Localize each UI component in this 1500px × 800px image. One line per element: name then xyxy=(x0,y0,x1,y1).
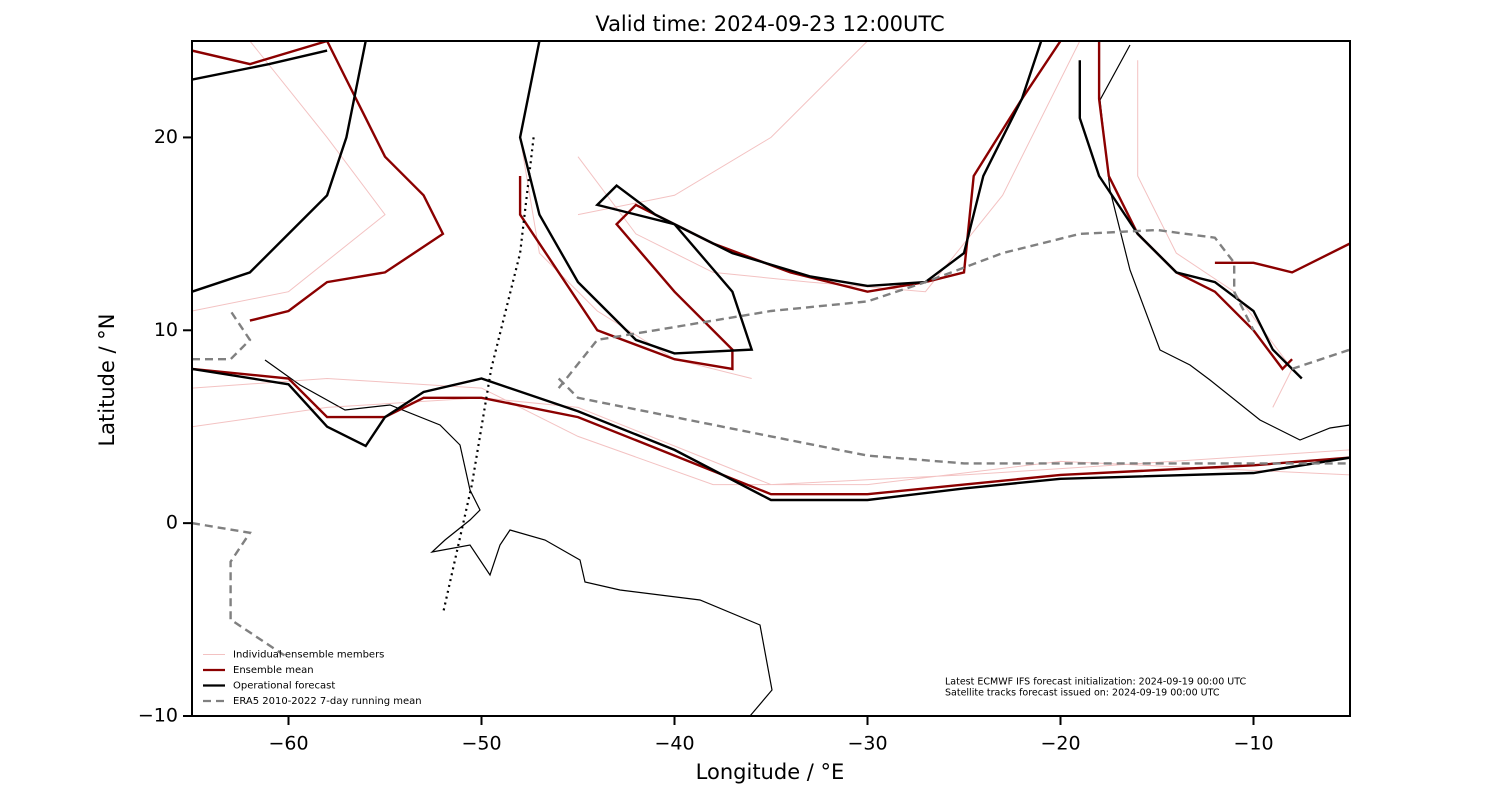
contour-line xyxy=(192,41,1350,486)
legend-label: ERA5 2010-2022 7-day running mean xyxy=(233,696,422,707)
plot-area xyxy=(192,41,1350,660)
legend-label: Ensemble mean xyxy=(233,665,314,676)
x-tick-label: −20 xyxy=(1040,733,1080,755)
chart-title: Valid time: 2024-09-23 12:00UTC xyxy=(595,12,944,36)
y-axis-label: Latitude / °N xyxy=(95,313,119,446)
x-tick-label: −60 xyxy=(268,733,308,755)
plot-frame xyxy=(191,40,1351,717)
annotation: Latest ECMWF IFS forecast initialization… xyxy=(945,677,1246,688)
legend-label: Operational forecast xyxy=(233,681,335,692)
satellite-track xyxy=(441,137,535,615)
contour-line xyxy=(192,41,1350,502)
x-axis-label: Longitude / °E xyxy=(696,760,845,784)
x-tick-label: −50 xyxy=(461,733,501,755)
y-tick-label: 20 xyxy=(154,126,178,148)
x-tick-label: −10 xyxy=(1233,733,1273,755)
legend-label: Individual ensemble members xyxy=(233,650,384,661)
y-tick-label: −10 xyxy=(138,705,178,727)
coast-south-america xyxy=(264,359,773,717)
y-tick-label: 10 xyxy=(154,319,178,341)
x-tick-label: −40 xyxy=(654,733,694,755)
x-tick-label: −30 xyxy=(847,733,887,755)
coastline xyxy=(264,44,1351,717)
y-tick-label: 0 xyxy=(166,512,178,534)
annotation: Satellite tracks forecast issued on: 202… xyxy=(945,688,1220,699)
contour-line xyxy=(192,41,1350,496)
contour-line xyxy=(192,228,1350,660)
